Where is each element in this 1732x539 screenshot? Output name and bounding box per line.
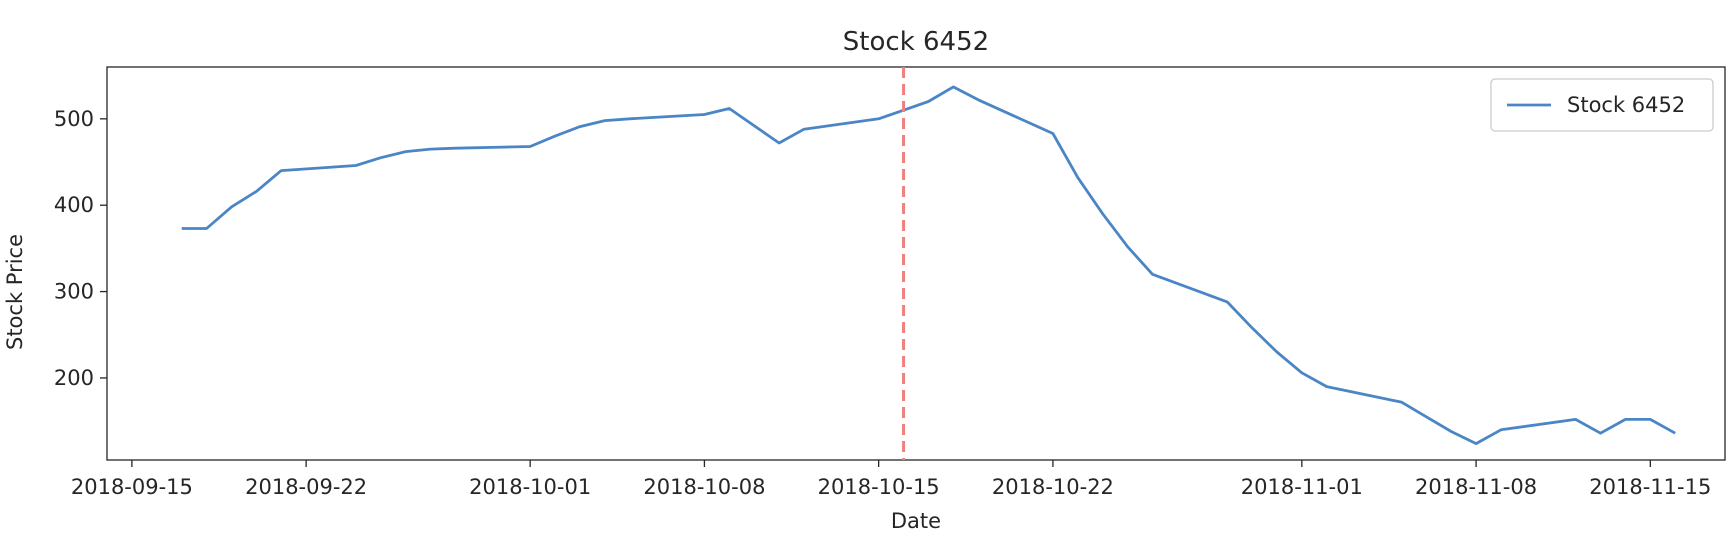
y-tick-label: 200: [54, 366, 94, 390]
axes-frame: [106, 66, 1726, 461]
x-tick-label: 2018-10-01: [469, 475, 591, 499]
x-tick-label: 2018-11-01: [1241, 475, 1363, 499]
y-axis-label: Stock Price: [3, 234, 27, 350]
chart-title: Stock 6452: [843, 27, 989, 57]
y-tick-label: 500: [54, 107, 94, 131]
x-tick-label: 2018-10-15: [818, 475, 940, 499]
x-tick-label: 2018-11-15: [1589, 475, 1711, 499]
plot-area: 2018-09-15 2018-09-22 2018-10-01 2018-10-08…: [54, 66, 1726, 499]
x-tick-label: 2018-10-08: [643, 475, 765, 499]
y-tick-label: 400: [54, 193, 94, 217]
legend-box: [1490, 78, 1714, 132]
y-tick-label: 300: [54, 280, 94, 304]
x-axis-label: Date: [891, 509, 941, 533]
x-tick-label: 2018-09-15: [71, 475, 193, 499]
x-tick-label: 2018-09-22: [245, 475, 367, 499]
x-tick-label: 2018-10-22: [992, 475, 1114, 499]
legend-label: Stock 6452: [1567, 93, 1685, 117]
x-tick-label: 2018-11-08: [1415, 475, 1537, 499]
series-line-stock: [181, 85, 1676, 446]
